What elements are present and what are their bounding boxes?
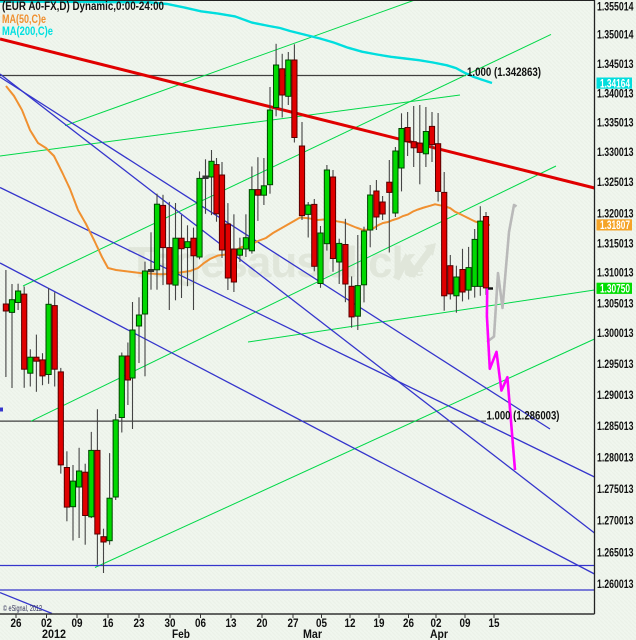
svg-text:1.295013: 1.295013 <box>597 359 634 371</box>
svg-text:15: 15 <box>489 618 501 630</box>
svg-text:26: 26 <box>403 618 414 630</box>
svg-text:1.285013: 1.285013 <box>597 421 634 433</box>
svg-text:1.310013: 1.310013 <box>597 267 634 279</box>
svg-text:2012: 2012 <box>42 629 66 640</box>
svg-text:1.350014: 1.350014 <box>597 30 634 42</box>
svg-text:1.355014: 1.355014 <box>597 1 634 13</box>
svg-text:13: 13 <box>226 618 237 630</box>
svg-text:1.290013: 1.290013 <box>597 390 634 402</box>
svg-text:1.300013: 1.300013 <box>597 328 634 340</box>
svg-text:1.340013: 1.340013 <box>597 88 634 100</box>
svg-text:1.320013: 1.320013 <box>597 208 634 220</box>
svg-text:1.280013: 1.280013 <box>597 453 634 465</box>
svg-text:1.31807: 1.31807 <box>600 220 630 232</box>
svg-text:20: 20 <box>257 618 268 630</box>
svg-text:Mar: Mar <box>303 629 322 640</box>
svg-text:02: 02 <box>41 618 52 630</box>
svg-text:1.000 (1.286003): 1.000 (1.286003) <box>487 409 560 423</box>
svg-text:02: 02 <box>431 618 442 630</box>
svg-text:1.000 (1.342863): 1.000 (1.342863) <box>467 65 541 79</box>
svg-text:1.330013: 1.330013 <box>597 147 634 159</box>
svg-text:19: 19 <box>374 618 385 630</box>
svg-text:06: 06 <box>195 618 206 630</box>
svg-text:1.275013: 1.275013 <box>597 484 634 496</box>
svg-text:1.270013: 1.270013 <box>597 516 634 528</box>
svg-text:09: 09 <box>72 618 83 630</box>
svg-text:MA(200,C)e: MA(200,C)e <box>2 26 53 38</box>
svg-text:12: 12 <box>345 618 356 630</box>
svg-text:1.34164: 1.34164 <box>600 78 630 90</box>
svg-text:1.315013: 1.315013 <box>597 238 634 250</box>
svg-text:1.345013: 1.345013 <box>597 59 634 71</box>
svg-text:05: 05 <box>316 618 328 630</box>
svg-text:MA(50,C)e: MA(50,C)e <box>2 14 46 26</box>
svg-text:1.325013: 1.325013 <box>597 177 634 189</box>
svg-text:(EUR A0-FX,D) Dynamic,0:00-24:: (EUR A0-FX,D) Dynamic,0:00-24:00 <box>2 1 164 13</box>
svg-text:26: 26 <box>11 618 22 630</box>
svg-text:30: 30 <box>165 618 176 630</box>
svg-text:27: 27 <box>288 618 299 630</box>
svg-text:Apr: Apr <box>430 629 448 640</box>
svg-text:16: 16 <box>103 618 114 630</box>
svg-text:09: 09 <box>460 618 471 630</box>
svg-text:© eSignal, 2012: © eSignal, 2012 <box>3 604 42 613</box>
svg-text:1.335013: 1.335013 <box>597 118 634 130</box>
svg-text:1.260013: 1.260013 <box>597 579 634 591</box>
svg-text:1.30750: 1.30750 <box>600 284 630 296</box>
svg-text:Feb: Feb <box>172 629 190 640</box>
svg-text:23: 23 <box>134 618 145 630</box>
svg-text:1.305013: 1.305013 <box>597 298 634 310</box>
svg-text:1.265013: 1.265013 <box>597 548 634 560</box>
